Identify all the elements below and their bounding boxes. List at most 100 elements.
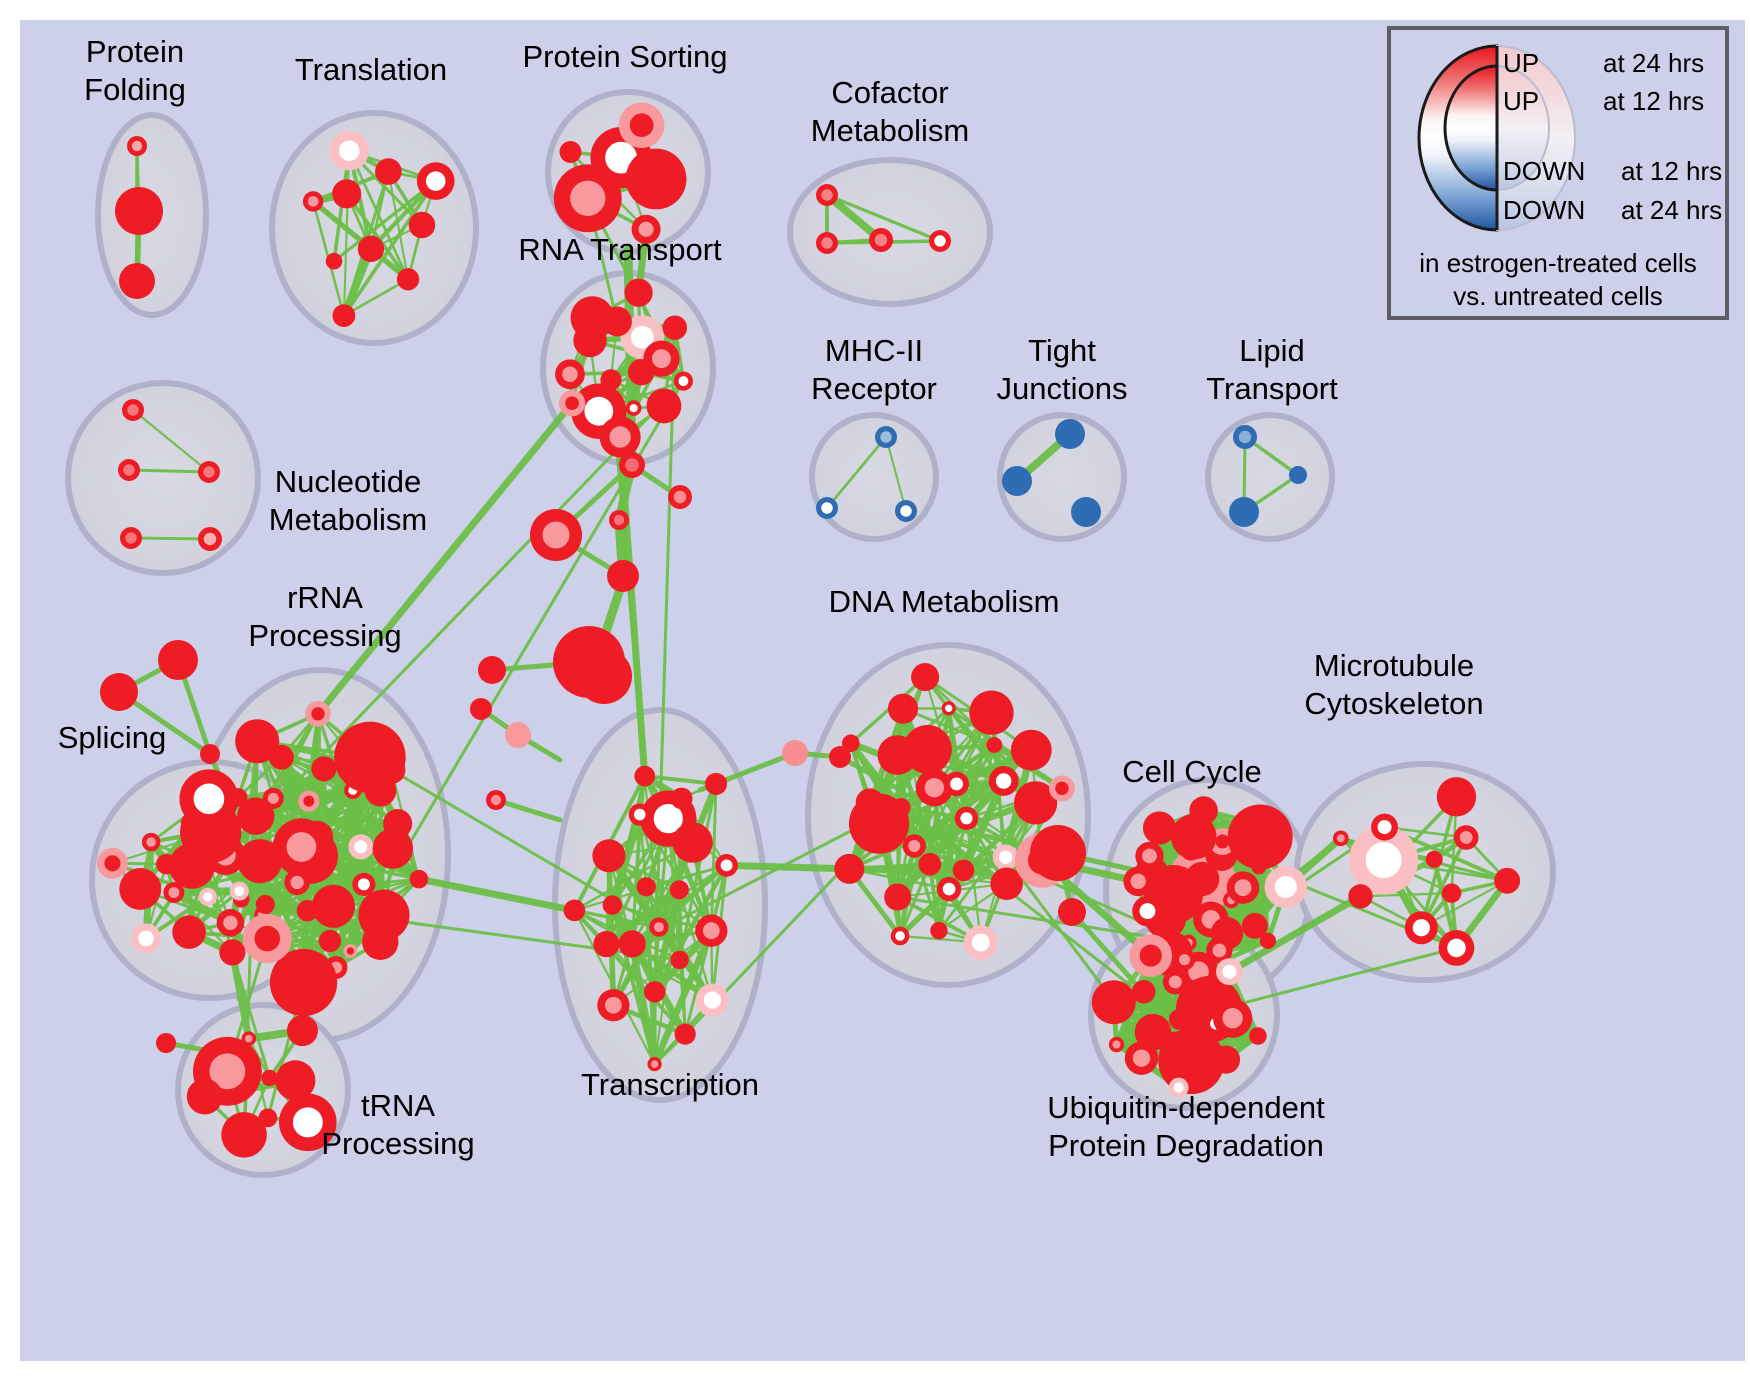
gene-set-node[interactable] [990,867,1023,900]
gene-set-node[interactable] [284,869,310,896]
gene-set-node[interactable] [915,769,953,807]
gene-set-node[interactable] [311,756,337,782]
gene-set-node[interactable] [555,359,585,390]
gene-set-node[interactable] [674,1023,696,1045]
gene-set-node[interactable] [318,929,342,953]
gene-set-node[interactable] [357,235,385,262]
gene-set-node[interactable] [1436,777,1477,817]
gene-set-node[interactable] [158,640,198,680]
gene-set-node[interactable] [969,690,1014,735]
gene-set-node[interactable] [1124,1041,1159,1075]
gene-set-node[interactable] [1010,729,1052,771]
gene-set-node[interactable] [186,1078,223,1115]
gene-set-node[interactable] [377,756,406,784]
gene-set-node[interactable] [272,818,331,876]
gene-set-node[interactable] [992,844,1019,871]
gene-set-node[interactable] [1129,934,1173,977]
gene-set-node[interactable] [127,136,147,156]
gene-set-node[interactable] [558,389,586,417]
gene-set-node[interactable] [624,278,653,307]
gene-set-node[interactable] [553,164,622,233]
gene-set-node[interactable] [258,1108,278,1128]
gene-set-node[interactable] [643,340,680,377]
gene-set-node[interactable] [332,179,362,209]
gene-set-node[interactable] [607,560,639,592]
gene-set-node[interactable] [628,803,651,826]
gene-set-node[interactable] [118,459,140,481]
gene-set-node[interactable] [1123,866,1154,897]
gene-set-node[interactable] [695,983,729,1017]
gene-set-node[interactable] [1259,932,1276,949]
gene-set-node[interactable] [1438,930,1475,966]
gene-set-node[interactable] [119,263,155,299]
gene-set-node[interactable] [672,822,713,863]
gene-set-node[interactable] [668,485,692,509]
gene-set-node[interactable] [646,388,682,424]
gene-set-node[interactable] [302,191,324,212]
gene-set-node[interactable] [120,527,142,549]
gene-set-node[interactable] [375,158,402,185]
gene-set-node[interactable] [670,787,693,810]
gene-set-node[interactable] [895,500,917,522]
gene-set-node[interactable] [918,852,942,876]
gene-set-node[interactable] [470,698,492,720]
gene-set-node[interactable] [408,211,436,239]
gene-set-node[interactable] [829,746,851,768]
gene-set-node[interactable] [362,923,399,960]
gene-set-node[interactable] [634,765,656,787]
gene-set-node[interactable] [396,268,420,291]
gene-set-node[interactable] [944,771,969,797]
gene-set-node[interactable] [119,868,162,910]
gene-set-node[interactable] [1227,804,1293,870]
gene-set-node[interactable] [343,944,358,959]
gene-set-node[interactable] [636,877,656,897]
gene-set-node[interactable] [1197,975,1218,997]
gene-set-node[interactable] [332,304,356,328]
gene-set-node[interactable] [296,899,319,922]
gene-set-node[interactable] [782,740,808,766]
gene-set-node[interactable] [1158,1027,1225,1095]
gene-set-node[interactable] [911,663,940,692]
gene-set-node[interactable] [1135,841,1164,871]
gene-set-node[interactable] [279,1093,337,1152]
gene-set-node[interactable] [1404,911,1438,945]
gene-set-node[interactable] [305,700,331,727]
gene-set-node[interactable] [986,737,1003,753]
gene-set-node[interactable] [593,931,620,958]
gene-set-node[interactable] [325,252,343,270]
gene-set-node[interactable] [242,812,260,830]
gene-set-node[interactable] [348,834,374,860]
gene-set-node[interactable] [1289,466,1307,484]
gene-set-node[interactable] [1226,871,1260,904]
gene-set-node[interactable] [869,228,893,252]
gene-set-node[interactable] [1264,865,1308,909]
gene-set-node[interactable] [673,371,693,391]
gene-set-node[interactable] [704,772,728,796]
gene-set-node[interactable] [1371,813,1399,841]
gene-set-node[interactable] [647,1056,662,1072]
gene-set-node[interactable] [530,509,582,561]
gene-set-node[interactable] [954,806,979,831]
gene-set-node[interactable] [1014,781,1058,825]
gene-set-node[interactable] [198,887,217,906]
gene-set-node[interactable] [1058,898,1086,926]
gene-set-node[interactable] [631,214,661,244]
gene-set-node[interactable] [941,701,956,716]
gene-set-node[interactable] [1091,980,1136,1025]
gene-set-node[interactable] [855,788,884,817]
gene-set-node[interactable] [609,510,629,530]
gene-set-node[interactable] [352,872,376,896]
gene-set-node[interactable] [1049,775,1075,802]
gene-set-node[interactable] [592,839,626,873]
gene-set-node[interactable] [219,939,246,966]
gene-set-node[interactable] [1142,811,1176,845]
gene-set-node[interactable] [1229,497,1259,527]
gene-set-node[interactable] [1002,466,1032,496]
gene-set-node[interactable] [625,148,687,210]
gene-set-node[interactable] [1189,796,1218,825]
gene-set-node[interactable] [1168,1077,1189,1098]
gene-set-node[interactable] [298,790,320,812]
gene-set-node[interactable] [715,853,738,877]
gene-set-node[interactable] [1134,1013,1172,1051]
gene-set-node[interactable] [156,853,177,875]
